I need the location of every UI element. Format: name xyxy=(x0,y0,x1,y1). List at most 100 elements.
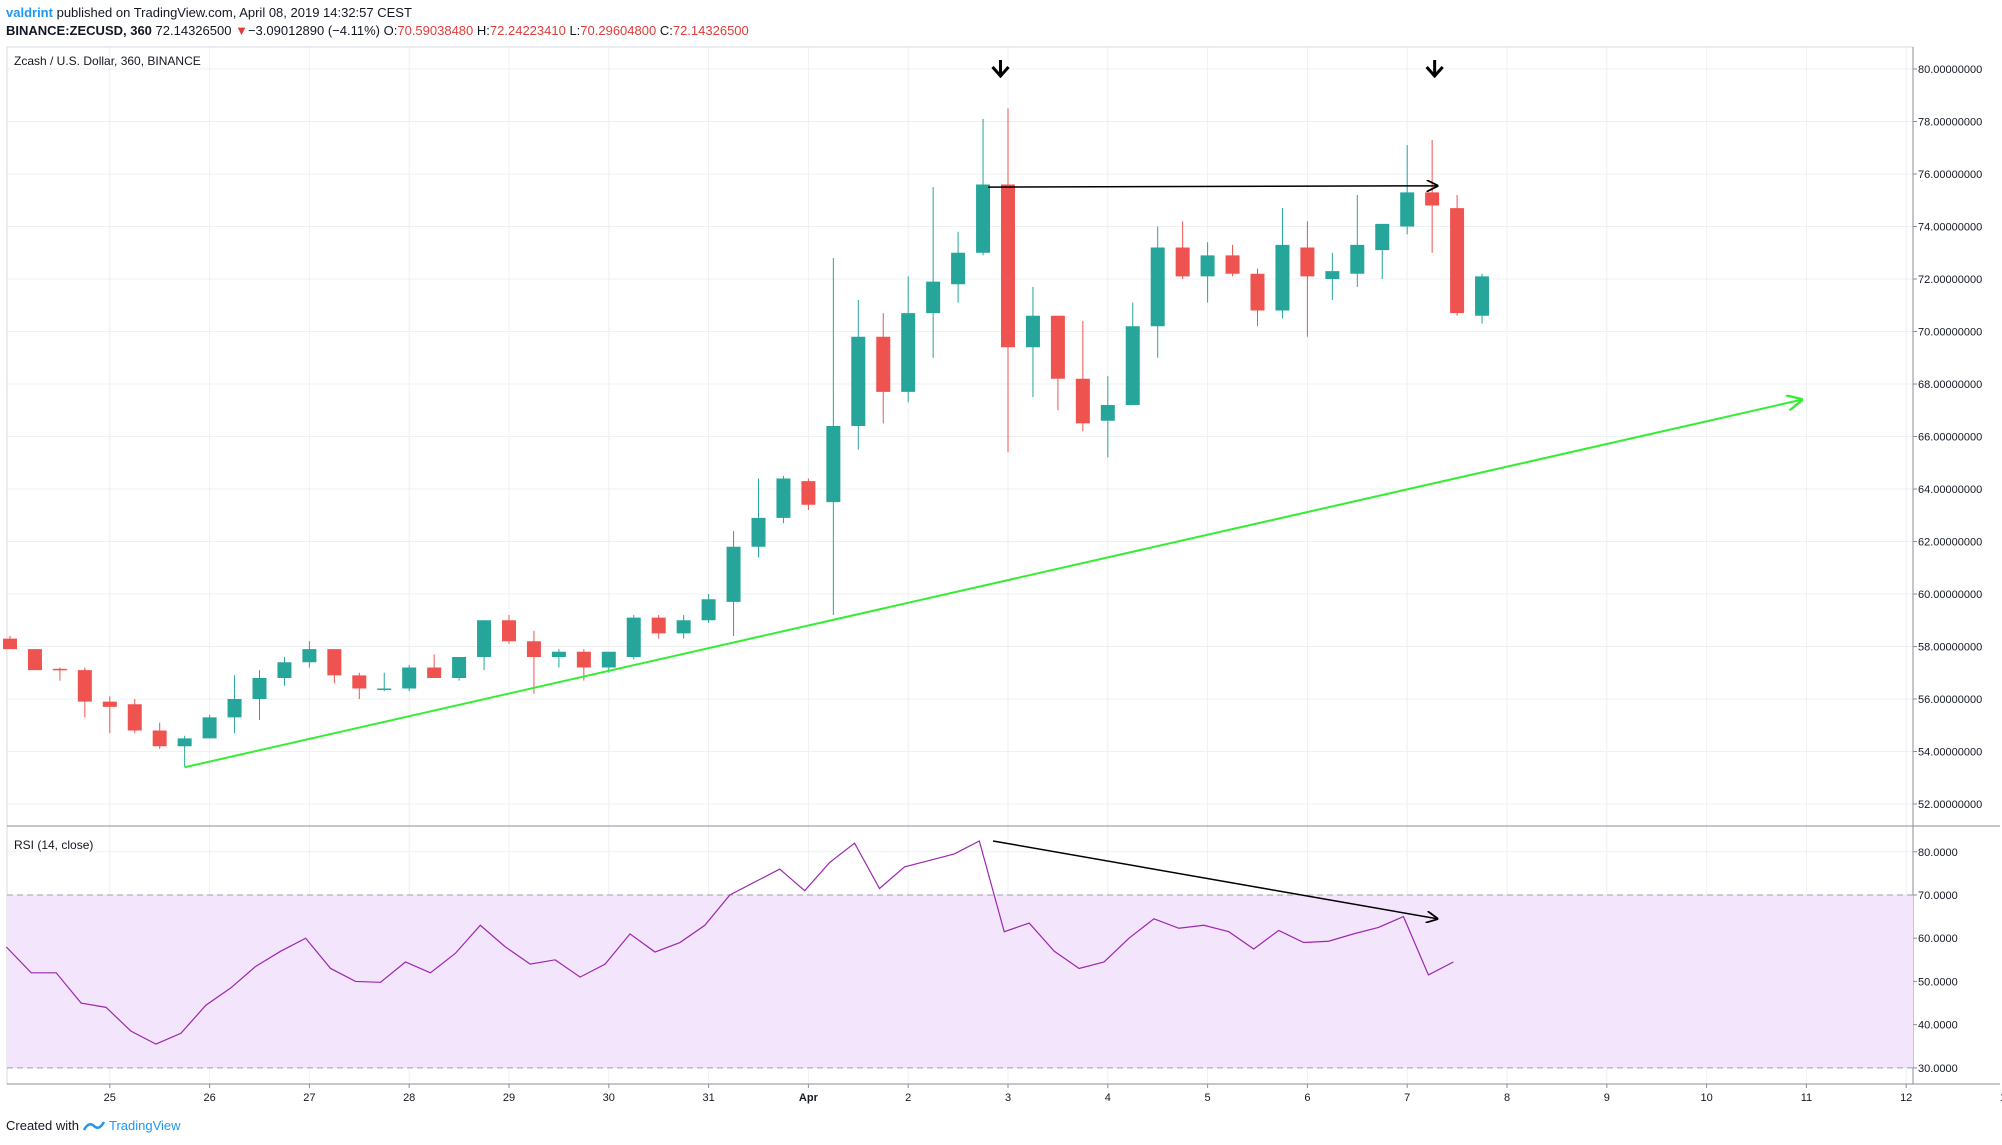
candle[interactable] xyxy=(377,672,392,692)
candle[interactable] xyxy=(1225,244,1240,277)
candle[interactable] xyxy=(1325,252,1340,300)
candle[interactable] xyxy=(277,657,292,686)
candle-body xyxy=(826,426,841,503)
candle[interactable] xyxy=(726,531,741,636)
candle-body xyxy=(1275,244,1290,311)
candle[interactable] xyxy=(1200,242,1215,303)
candle[interactable] xyxy=(52,667,67,681)
candle[interactable] xyxy=(352,672,367,699)
candle[interactable] xyxy=(77,667,92,718)
candle[interactable] xyxy=(3,636,17,650)
publish-info: valdrint published on TradingView.com, A… xyxy=(6,4,412,21)
candle-body xyxy=(751,517,766,547)
time-tick-label: 6 xyxy=(1304,1092,1310,1104)
candle[interactable] xyxy=(1450,195,1465,316)
candle[interactable] xyxy=(1400,145,1415,235)
candle-body xyxy=(52,668,67,671)
author-name[interactable]: valdrint xyxy=(6,5,53,20)
price-tick-label: 76.00000000 xyxy=(1918,169,1982,181)
candle[interactable] xyxy=(551,649,566,668)
candle[interactable] xyxy=(1375,223,1390,279)
candle[interactable] xyxy=(1425,139,1440,253)
candle[interactable] xyxy=(626,615,641,660)
time-tick-label: 25 xyxy=(104,1092,116,1104)
candle-body xyxy=(427,667,442,678)
time-tick-label: 9 xyxy=(1604,1092,1610,1104)
annotations[interactable] xyxy=(184,60,1802,919)
time-axis[interactable]: 25 26 27 28 29 30 31 Apr 2 3 4 5 6 7 8 9 10 11 12 13 xyxy=(104,1084,2002,1104)
candle[interactable] xyxy=(227,675,242,734)
candle[interactable] xyxy=(826,258,841,615)
candle-body xyxy=(202,717,217,739)
candle-body xyxy=(601,651,616,668)
high-label: H: xyxy=(476,23,490,38)
trend-line-arrow[interactable] xyxy=(184,400,1802,769)
candle[interactable] xyxy=(976,118,991,256)
candle[interactable] xyxy=(252,670,267,720)
candle[interactable] xyxy=(302,641,317,668)
candle[interactable] xyxy=(1150,226,1165,358)
price-high-arrow[interactable] xyxy=(988,186,1437,187)
candle[interactable] xyxy=(1275,208,1290,319)
price-tick-label: 72.00000000 xyxy=(1918,274,1982,286)
candle[interactable] xyxy=(951,231,966,303)
tradingview-link[interactable]: TradingView xyxy=(108,1118,181,1133)
candle[interactable] xyxy=(152,722,167,749)
candle[interactable] xyxy=(926,187,941,358)
candle[interactable] xyxy=(1250,268,1265,327)
candle-body xyxy=(1400,192,1415,227)
candle[interactable] xyxy=(1175,221,1190,279)
candle[interactable] xyxy=(1025,286,1040,398)
rsi-axis[interactable]: 80.0000 70.0000 60.0000 50.0000 40.0000 30.00… xyxy=(1913,847,1958,1075)
candle[interactable] xyxy=(502,615,516,644)
candle[interactable] xyxy=(452,657,467,681)
candle[interactable] xyxy=(526,630,541,694)
candle[interactable] xyxy=(177,735,192,768)
price-tick-label: 66.00000000 xyxy=(1918,432,1982,444)
candle[interactable] xyxy=(477,620,492,671)
time-tick-label: 29 xyxy=(503,1092,515,1104)
candle[interactable] xyxy=(676,615,691,639)
candle[interactable] xyxy=(1125,302,1140,405)
candlestick-series[interactable] xyxy=(3,108,1490,768)
candle[interactable] xyxy=(1050,315,1065,411)
candle[interactable] xyxy=(751,478,766,558)
candle[interactable] xyxy=(701,594,716,623)
ohlc-legend: BINANCE:ZECUSD, 360 72.14326500 ▼−3.0901… xyxy=(6,22,749,39)
candle[interactable] xyxy=(576,649,591,681)
candle[interactable] xyxy=(651,615,666,639)
candle-body xyxy=(1200,255,1215,277)
open-value: 70.59038480 xyxy=(397,23,474,38)
high-value: 72.24223410 xyxy=(489,23,566,38)
rsi-divergence-arrow[interactable] xyxy=(992,840,1437,919)
candle-body xyxy=(277,662,292,678)
candle[interactable] xyxy=(402,664,417,692)
candle[interactable] xyxy=(801,478,816,511)
candle[interactable] xyxy=(1100,376,1115,458)
candle[interactable] xyxy=(876,313,891,424)
price-axis[interactable]: 80.00000000 78.00000000 76.00000000 74.0000… xyxy=(1913,64,1982,811)
candle[interactable] xyxy=(901,276,916,403)
price-tick-label: 80.00000000 xyxy=(1918,64,1982,76)
candle[interactable] xyxy=(127,699,142,734)
time-tick-label: 7 xyxy=(1404,1092,1410,1104)
candle[interactable] xyxy=(776,475,791,524)
candle[interactable] xyxy=(1001,108,1015,453)
candle[interactable] xyxy=(1075,321,1090,432)
candle-body xyxy=(352,675,367,689)
candle[interactable] xyxy=(851,300,866,450)
candle[interactable] xyxy=(1300,221,1315,337)
candle[interactable] xyxy=(601,651,616,673)
candle[interactable] xyxy=(427,654,442,678)
candle[interactable] xyxy=(202,714,217,739)
candle-body xyxy=(701,599,716,621)
candle[interactable] xyxy=(102,696,117,734)
candle[interactable] xyxy=(27,649,42,671)
candle[interactable] xyxy=(1350,195,1365,287)
candle-body xyxy=(626,617,641,657)
candle[interactable] xyxy=(1475,273,1490,324)
candle-body xyxy=(1350,244,1365,274)
time-tick-label: 2 xyxy=(905,1092,911,1104)
candle[interactable] xyxy=(327,649,342,684)
